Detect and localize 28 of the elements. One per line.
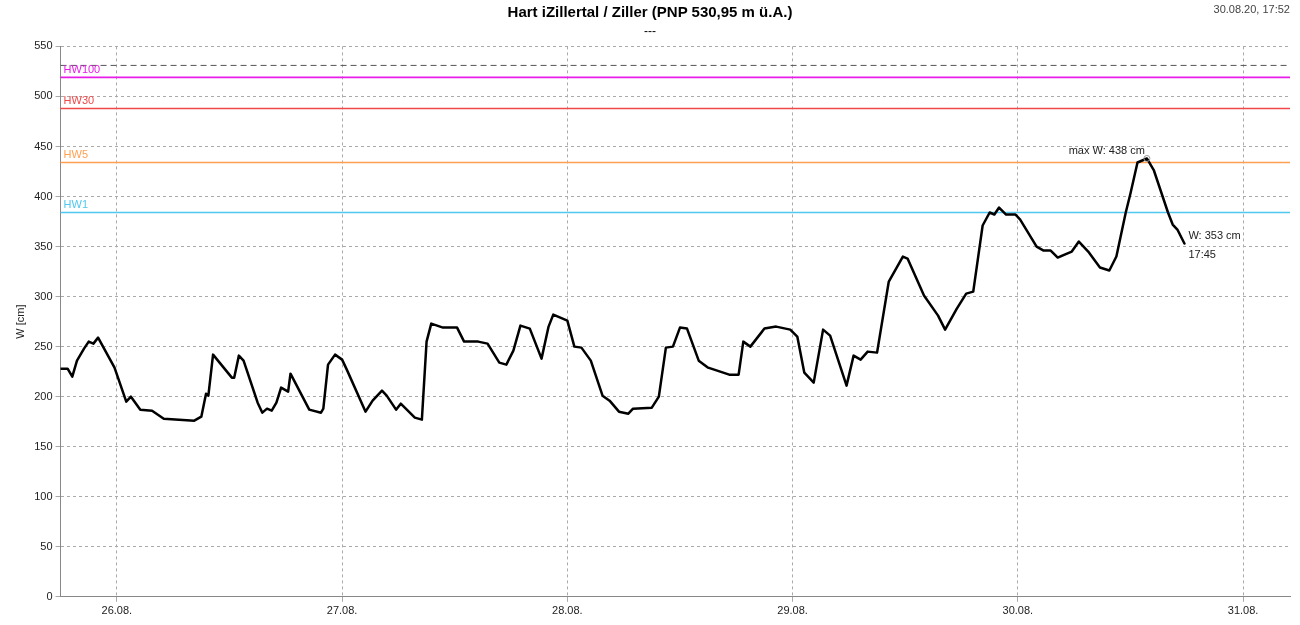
- x-tick-label: 27.08.: [326, 604, 358, 617]
- y-tick-label: 350: [34, 239, 53, 252]
- annotation: W: 353 cm 17:45: [1188, 228, 1241, 260]
- x-tick-label: 28.08.: [552, 604, 583, 617]
- y-tick-label: 150: [34, 439, 53, 452]
- ref-line-label: HW100: [63, 62, 101, 75]
- y-tick-label: 550: [34, 39, 53, 52]
- y-tick-label: 400: [34, 189, 53, 202]
- y-axis-title: W [cm]: [13, 304, 26, 339]
- y-tick-label: 450: [34, 139, 53, 152]
- ref-line-label: HW5: [63, 148, 89, 161]
- y-tick-label: 0: [46, 589, 53, 602]
- annotation: max W: 438 cm: [1068, 144, 1145, 157]
- chart-subtitle: ---: [644, 23, 656, 38]
- x-tick-label: 30.08.: [1002, 604, 1034, 617]
- y-tick-label: 200: [34, 389, 53, 402]
- x-tick-label: 31.08.: [1227, 604, 1259, 617]
- chart-title: Hart iZillertal / Ziller (PNP 530,95 m ü.A.): [507, 3, 793, 21]
- x-tick-label: 26.08.: [101, 604, 133, 617]
- y-tick-label: 100: [34, 489, 53, 502]
- y-tick-label: 250: [34, 339, 53, 352]
- y-tick-label: 50: [40, 539, 53, 552]
- y-tick-label: 300: [34, 289, 53, 302]
- ref-line-label: HW1: [63, 198, 89, 211]
- text: 30.08.20, 17:52: [1213, 2, 1290, 15]
- x-tick-label: 29.08.: [777, 604, 808, 617]
- y-tick-label: 500: [34, 89, 53, 102]
- ref-line-label: HW30: [63, 93, 95, 106]
